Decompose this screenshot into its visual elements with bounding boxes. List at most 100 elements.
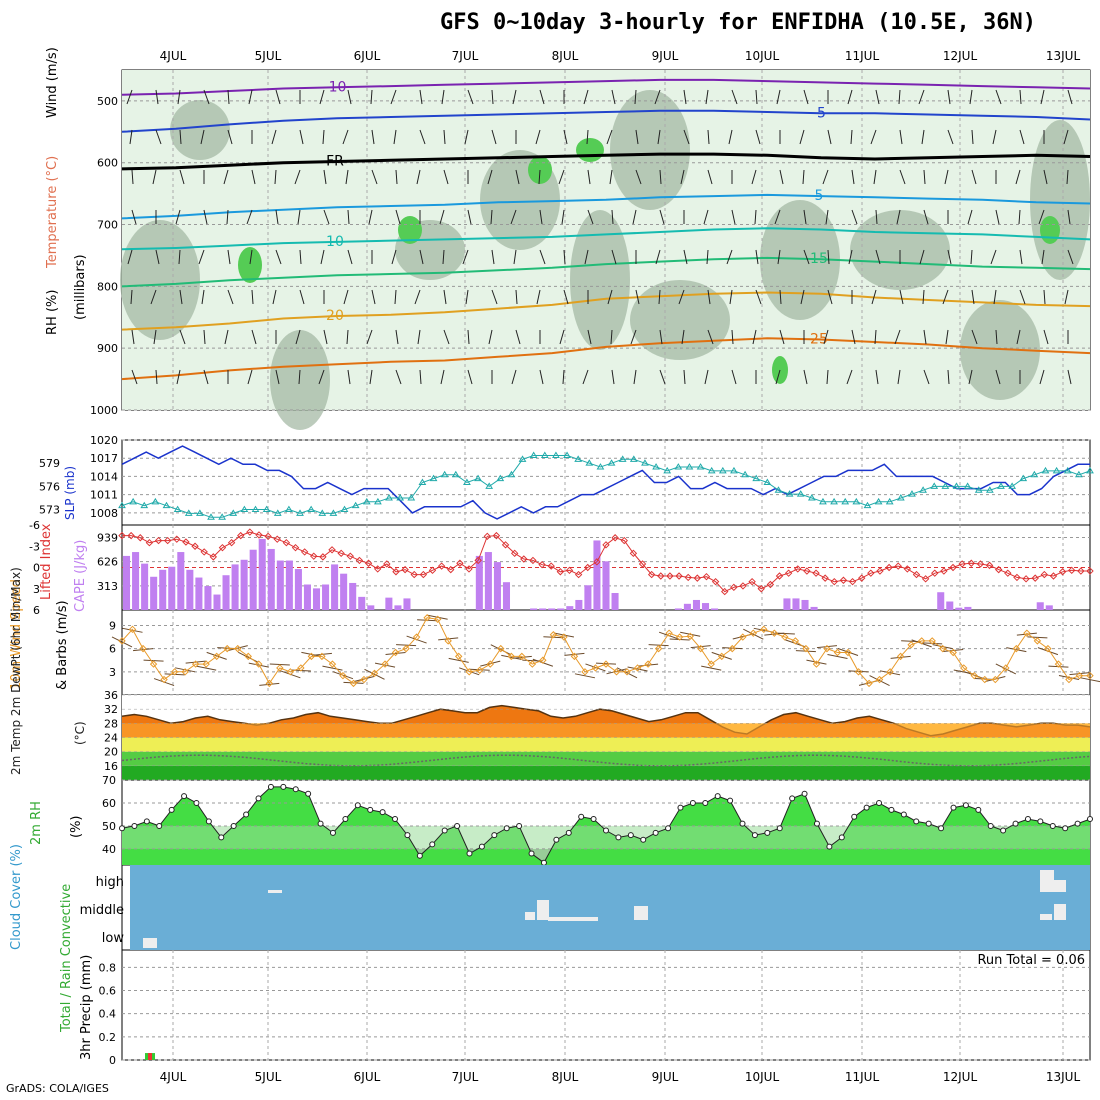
rh-marker <box>553 836 560 843</box>
temp-tick: 36 <box>104 689 118 702</box>
wind-barb <box>299 249 302 265</box>
wind-barb <box>198 249 205 265</box>
thickness-marker <box>952 482 961 489</box>
wind-barb <box>683 129 690 145</box>
wind-marker <box>844 648 852 657</box>
wind-barb <box>1006 647 1027 653</box>
wind-barb <box>871 289 877 305</box>
thickness-marker <box>1074 470 1083 478</box>
temp-tick: 20 <box>104 746 118 759</box>
isotherm-label: 5 <box>814 188 823 204</box>
wind-barb <box>511 655 532 659</box>
cape-bar <box>801 599 809 610</box>
cape-bar <box>711 608 719 610</box>
thickness-marker <box>151 497 160 505</box>
rh-marker <box>975 806 982 813</box>
thickness-marker <box>1008 482 1016 489</box>
wind-barb <box>342 129 349 145</box>
thickness-marker <box>718 466 727 474</box>
li-marker <box>310 552 318 560</box>
wind-barb <box>346 329 349 345</box>
date-label-top: 12JUL <box>943 49 978 63</box>
cape-bar <box>493 562 501 610</box>
isotherm-25 <box>121 337 1091 381</box>
wind-barb <box>630 329 637 345</box>
rh-blob <box>1030 120 1090 280</box>
wind-marker <box>707 660 715 668</box>
li-marker <box>255 531 263 539</box>
thickness-marker <box>997 482 1005 489</box>
thickness-marker <box>707 466 716 474</box>
y-axis-label: Temperature (°C) <box>45 156 60 269</box>
wind-marker <box>212 652 221 661</box>
thickness-marker <box>351 501 360 509</box>
wind-barb <box>248 89 253 105</box>
li-marker <box>191 542 199 550</box>
rh-marker <box>230 822 237 829</box>
li-marker <box>355 556 364 565</box>
cape-bar <box>340 573 348 610</box>
wind-marker <box>170 668 179 676</box>
y-axis-label: SLP (mb) <box>63 466 77 520</box>
rh-marker <box>813 820 820 827</box>
wind-barb <box>1016 329 1021 345</box>
date-label-bottom: 13JUL <box>1046 1070 1081 1084</box>
wind-marker <box>949 648 957 657</box>
temp-tick: 24 <box>104 732 118 745</box>
wind-barb <box>322 129 325 145</box>
rh-marker <box>392 816 399 823</box>
wind-barb <box>203 209 208 225</box>
temp-band-orange <box>122 723 1090 738</box>
thickness-marker <box>385 493 393 501</box>
rh-marker <box>677 804 684 811</box>
cape-bar <box>692 599 700 610</box>
wind-marker <box>1012 644 1021 653</box>
li-marker <box>1031 574 1039 582</box>
thickness-marker <box>429 474 438 482</box>
wind-barb <box>995 369 1001 385</box>
li-marker <box>118 531 126 540</box>
wind-barb <box>394 289 397 305</box>
wind-barb <box>427 614 448 620</box>
wind-barb <box>827 249 830 265</box>
wind-barb <box>609 169 613 185</box>
y-axis-label: CAPE (J/kg) <box>73 540 88 612</box>
wind-barb <box>564 652 585 656</box>
wind-barb <box>611 369 615 385</box>
wind-marker <box>265 679 274 688</box>
cape-bar <box>322 584 330 610</box>
li-marker <box>373 565 382 573</box>
wind-barb <box>368 209 373 225</box>
wind-barb <box>947 369 950 385</box>
wind-barb <box>879 670 901 676</box>
li-marker <box>885 563 893 572</box>
wind-barb <box>185 660 206 664</box>
wind-barb <box>800 289 805 305</box>
wind-barb <box>563 129 568 145</box>
rh-moist-blob <box>398 216 422 244</box>
wind-barb <box>610 329 613 345</box>
wind-marker <box>234 644 242 653</box>
wind-barb <box>947 89 951 105</box>
temp-tick: 16 <box>104 760 118 773</box>
wind-barb <box>971 129 974 145</box>
cape-bar <box>195 577 203 610</box>
wind-barb <box>395 369 402 385</box>
cape-bar <box>964 606 972 610</box>
wind-barb <box>970 249 973 265</box>
li-marker <box>830 577 839 586</box>
wind-marker <box>665 629 673 637</box>
wind-barb <box>178 249 181 265</box>
isotherm-5 <box>121 193 1091 220</box>
cloud-block <box>1040 870 1054 892</box>
rh-marker <box>627 832 634 839</box>
wind-barb <box>755 289 762 305</box>
wind-marker <box>560 633 568 641</box>
wind-marker <box>570 652 579 661</box>
thickness-marker <box>496 474 505 482</box>
rh-blob <box>570 210 630 350</box>
rh-marker <box>603 827 609 834</box>
thickness-marker <box>641 459 649 466</box>
rh-marker <box>1000 827 1007 834</box>
wind-barb <box>947 129 954 145</box>
